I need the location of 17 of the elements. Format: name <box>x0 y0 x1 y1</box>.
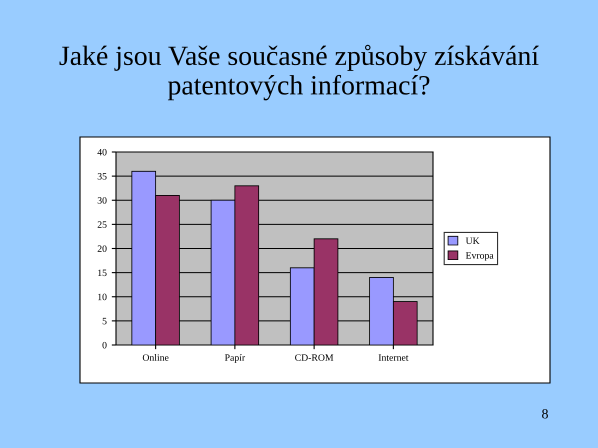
y-tick-label: 10 <box>98 294 107 300</box>
chart-title: Jaké jsou Vaše současné způsoby získávání patentových informací? <box>60 44 539 100</box>
y-tick-label: 40 <box>97 148 107 156</box>
x-tick-label: CD-ROM <box>295 354 334 361</box>
legend-label: UK <box>466 238 480 244</box>
x-tick-label: Papír <box>224 354 246 363</box>
y-tick-label: 15 <box>98 270 107 276</box>
y-tick-label: 35 <box>98 173 107 180</box>
y-tick-label: 0 <box>102 342 107 348</box>
y-tick-label: 5 <box>102 318 107 324</box>
x-tick-label: Internet <box>378 354 408 361</box>
y-tick-label: 20 <box>98 245 107 252</box>
legend-label: Evropa <box>466 252 494 261</box>
x-tick-label: Online <box>142 354 169 361</box>
text: 8 <box>542 409 548 418</box>
y-tick-label: 25 <box>98 221 107 228</box>
y-tick-label: 30 <box>98 197 107 204</box>
